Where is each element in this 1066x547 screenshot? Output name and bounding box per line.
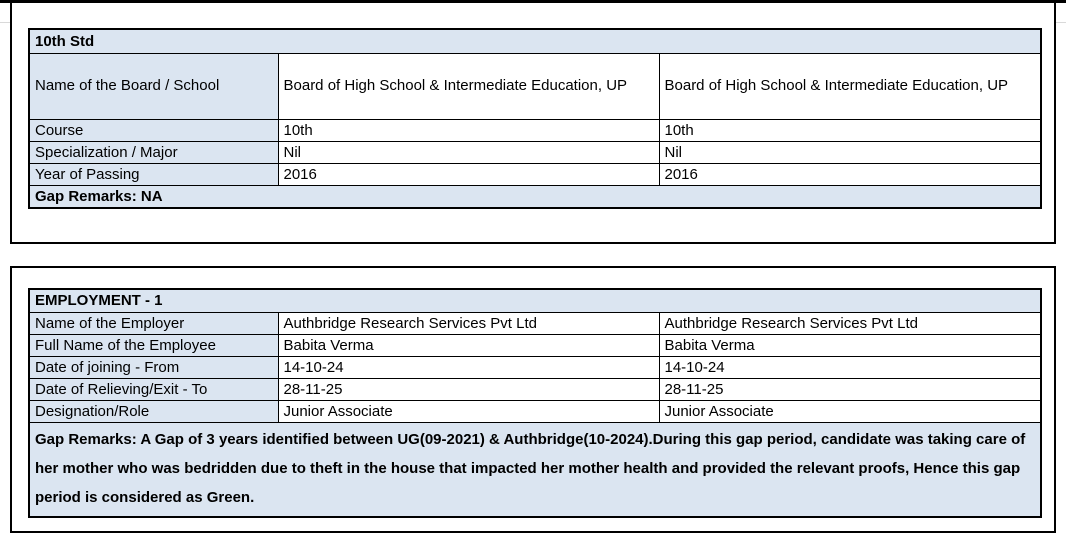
table-row: Designation/Role Junior Associate Junior… <box>28 399 1042 423</box>
row-value-1: 2016 <box>277 162 660 186</box>
table-row: Year of Passing 2016 2016 <box>28 162 1042 186</box>
row-label: Specialization / Major <box>28 140 279 164</box>
row-value-2: 14-10-24 <box>658 355 1042 379</box>
row-value-2: 28-11-25 <box>658 377 1042 401</box>
row-label: Date of Relieving/Exit - To <box>28 377 279 401</box>
education-header-row: 10th Std <box>28 28 1042 54</box>
row-value-1: 10th <box>277 118 660 142</box>
table-row: Name of the Board / School Board of High… <box>28 52 1042 120</box>
gap-remarks-row: Gap Remarks: NA <box>28 184 1042 209</box>
row-value-1: Babita Verma <box>277 333 660 357</box>
row-label: Date of joining - From <box>28 355 279 379</box>
row-label: Full Name of the Employee <box>28 333 279 357</box>
employment-table: EMPLOYMENT - 1 Name of the Employer Auth… <box>28 288 1042 518</box>
row-value-2: 2016 <box>658 162 1042 186</box>
row-value-2: Board of High School & Intermediate Educ… <box>658 52 1042 120</box>
employment-header-row: EMPLOYMENT - 1 <box>28 288 1042 313</box>
table-row: Name of the Employer Authbridge Research… <box>28 311 1042 335</box>
employment-section-box: EMPLOYMENT - 1 Name of the Employer Auth… <box>10 266 1056 533</box>
row-label: Name of the Employer <box>28 311 279 335</box>
row-value-2: Nil <box>658 140 1042 164</box>
row-value-1: Board of High School & Intermediate Educ… <box>277 52 660 120</box>
row-value-1: 28-11-25 <box>277 377 660 401</box>
row-value-2: Junior Associate <box>658 399 1042 423</box>
row-value-1: Authbridge Research Services Pvt Ltd <box>277 311 660 335</box>
row-value-2: Authbridge Research Services Pvt Ltd <box>658 311 1042 335</box>
row-label: Year of Passing <box>28 162 279 186</box>
table-row: Specialization / Major Nil Nil <box>28 140 1042 164</box>
education-gap-remarks: Gap Remarks: NA <box>28 184 1042 209</box>
row-label: Course <box>28 118 279 142</box>
row-value-1: Junior Associate <box>277 399 660 423</box>
table-row: Date of joining - From 14-10-24 14-10-24 <box>28 355 1042 379</box>
education-table: 10th Std Name of the Board / School Boar… <box>28 28 1043 209</box>
row-value-2: Babita Verma <box>658 333 1042 357</box>
row-value-1: Nil <box>277 140 660 164</box>
row-value-1: 14-10-24 <box>277 355 660 379</box>
row-label: Name of the Board / School <box>28 52 279 120</box>
employment-section-title: EMPLOYMENT - 1 <box>28 288 1042 313</box>
education-section-box: 10th Std Name of the Board / School Boar… <box>10 1 1056 244</box>
table-row: Date of Relieving/Exit - To 28-11-25 28-… <box>28 377 1042 401</box>
table-row: Course 10th 10th <box>28 118 1042 142</box>
gap-remarks-row: Gap Remarks: A Gap of 3 years identified… <box>28 421 1042 517</box>
row-value-2: 10th <box>658 118 1042 142</box>
education-section-title: 10th Std <box>28 28 1042 54</box>
row-label: Designation/Role <box>28 399 279 423</box>
table-row: Full Name of the Employee Babita Verma B… <box>28 333 1042 357</box>
employment-gap-remarks: Gap Remarks: A Gap of 3 years identified… <box>28 421 1042 517</box>
